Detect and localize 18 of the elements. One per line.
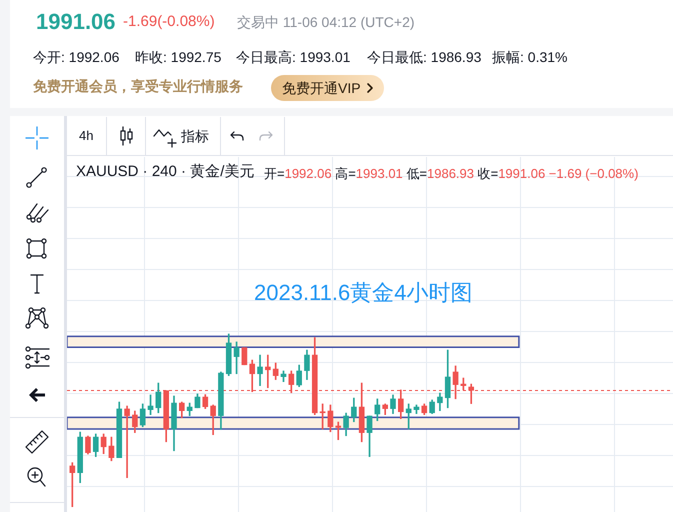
chart-title: 2023.11.6黄金4小时图 (254, 280, 472, 305)
text: 交易中 11-06 04:12 (UTC+2) (237, 14, 415, 30)
candlestick (257, 354, 263, 386)
text: 免费开通VIP (282, 80, 361, 96)
candlestick (124, 406, 130, 478)
text: 今日最高: 1993.01 (236, 49, 350, 65)
text: 指标 (181, 128, 209, 144)
text: -1.69(-0.08%) (123, 13, 215, 30)
text: 今开: 1992.06 (33, 49, 120, 65)
text: XAUUSD · 240 · 黄金/美元 (76, 163, 254, 180)
text: 振幅: 0.31% (492, 49, 568, 65)
text: 4h (79, 128, 94, 143)
candlestick (148, 394, 154, 415)
text: 昨收: 1992.75 (135, 49, 222, 65)
text: 开=1992.06 高=1993.01 低=1986.93 收=1991.06 −1.69 (−0.08%) (264, 166, 638, 181)
text: 1991.06 (36, 9, 116, 34)
text: 今日最低: 1986.93 (367, 49, 482, 65)
text: 免费开通会员，享受专业行情服务 (33, 78, 243, 94)
